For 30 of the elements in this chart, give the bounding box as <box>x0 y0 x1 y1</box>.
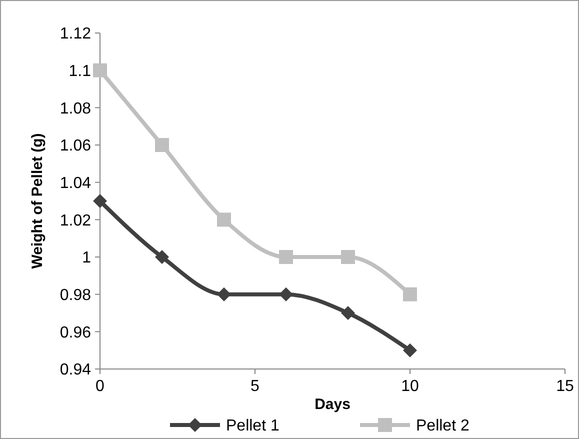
point <box>155 250 169 264</box>
point <box>155 138 169 152</box>
y-tick-label: 0.98 <box>60 286 92 304</box>
y-tick-label: 1.1 <box>68 62 92 80</box>
point <box>93 194 107 208</box>
x-tick-label: 10 <box>401 378 419 395</box>
point <box>217 287 231 302</box>
y-tick-label: 1.12 <box>60 26 92 43</box>
y-tick-label: 1.06 <box>60 138 92 155</box>
legend-label: Pellet 1 <box>226 418 280 435</box>
y-tick-label: 1.08 <box>60 100 92 118</box>
y-tick-label: 1.04 <box>60 174 92 192</box>
x-axis-title: Days <box>314 396 350 413</box>
x-tick-label: 5 <box>250 378 260 395</box>
point <box>279 250 293 264</box>
point <box>403 287 417 302</box>
y-tick-label: 0.96 <box>60 324 92 342</box>
x-tick-label: 15 <box>556 378 574 395</box>
point <box>279 287 293 302</box>
y-tick-label: 1 <box>82 250 92 267</box>
point <box>217 212 231 227</box>
point <box>341 250 355 264</box>
legend-label: Pellet 2 <box>416 418 470 435</box>
y-tick-label: 0.94 <box>60 362 92 379</box>
y-axis-title: Weight of Pellet (g) <box>29 133 46 269</box>
point <box>341 306 355 320</box>
y-tick-label: 1.02 <box>60 212 92 230</box>
x-tick-label: 0 <box>96 378 105 395</box>
point <box>403 343 417 358</box>
point <box>93 63 107 78</box>
